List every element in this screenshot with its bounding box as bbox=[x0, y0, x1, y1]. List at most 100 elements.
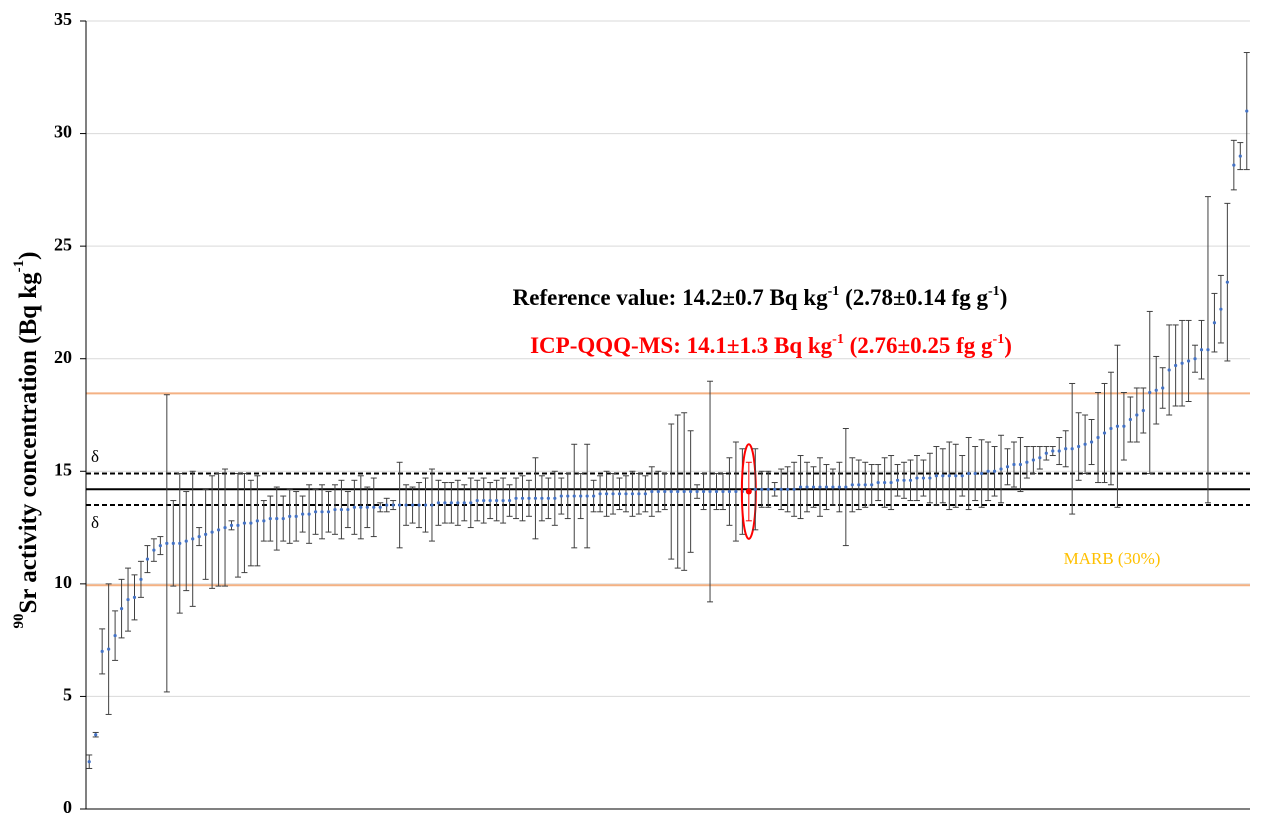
data-point bbox=[798, 485, 803, 489]
y-tick-label: 35 bbox=[54, 9, 72, 29]
data-point bbox=[753, 487, 757, 491]
data-point bbox=[980, 471, 984, 476]
data-point bbox=[236, 523, 240, 527]
ann-part: ICP-QQQ-MS: 14.1±1.3 Bq kg bbox=[530, 333, 833, 358]
data-point bbox=[210, 530, 214, 534]
data-point bbox=[669, 489, 673, 494]
ann-part: ) bbox=[1000, 285, 1008, 310]
data-point bbox=[1025, 460, 1029, 464]
data-point bbox=[611, 492, 615, 496]
data-point bbox=[320, 510, 324, 514]
marb-label: MARB (30%) bbox=[1064, 549, 1161, 568]
data-point bbox=[288, 514, 292, 518]
data-point bbox=[488, 498, 492, 503]
data-point bbox=[592, 494, 596, 498]
data-point bbox=[857, 483, 861, 487]
data-point bbox=[1031, 458, 1035, 462]
data-point bbox=[708, 489, 712, 494]
data-point bbox=[119, 607, 124, 611]
data-point bbox=[281, 516, 285, 521]
data-point bbox=[365, 505, 369, 509]
data-point bbox=[423, 503, 428, 507]
data-point bbox=[268, 516, 272, 521]
data-point bbox=[941, 474, 945, 478]
data-point bbox=[850, 483, 854, 487]
data-point bbox=[391, 503, 395, 507]
data-point bbox=[546, 496, 550, 500]
data-point bbox=[1122, 424, 1126, 428]
reference-annotation: Reference value: 14.2±0.7 Bq kg-1 (2.78±… bbox=[513, 284, 1008, 310]
data-point bbox=[870, 483, 874, 487]
highlight-ring bbox=[740, 443, 757, 540]
data-point bbox=[191, 537, 195, 541]
data-point bbox=[553, 496, 557, 500]
data-point bbox=[430, 503, 434, 507]
data-point bbox=[495, 498, 499, 503]
y-tick-label: 15 bbox=[54, 459, 72, 479]
label-part: Sr activity concentration (Bq kg bbox=[15, 272, 42, 614]
data-point bbox=[339, 507, 344, 512]
data-point bbox=[359, 505, 363, 509]
data-point bbox=[1128, 417, 1132, 422]
data-point bbox=[301, 512, 305, 516]
data-point bbox=[883, 480, 887, 485]
data-point bbox=[1012, 462, 1016, 467]
data-point bbox=[986, 469, 990, 473]
data-point bbox=[1115, 424, 1120, 428]
data-point bbox=[475, 498, 479, 503]
data-point bbox=[663, 489, 667, 494]
data-point bbox=[352, 505, 356, 509]
y-tick-label: 10 bbox=[54, 572, 72, 592]
data-point bbox=[824, 485, 829, 489]
data-point bbox=[954, 474, 958, 478]
data-point bbox=[100, 649, 104, 654]
data-point bbox=[766, 487, 770, 491]
ann-sup: -1 bbox=[832, 332, 844, 347]
data-point bbox=[1083, 442, 1087, 446]
data-point bbox=[449, 501, 453, 505]
data-point bbox=[947, 474, 951, 478]
data-point bbox=[1219, 307, 1223, 311]
data-point bbox=[831, 485, 835, 489]
data-point bbox=[94, 733, 98, 737]
data-point bbox=[87, 760, 91, 764]
data-point bbox=[734, 489, 738, 494]
y-tick-label: 20 bbox=[54, 347, 72, 367]
data-point bbox=[967, 471, 971, 476]
data-point bbox=[721, 489, 725, 494]
y-axis-label: 90Sr activity concentration (Bq kg-1) bbox=[11, 251, 41, 628]
data-point bbox=[520, 496, 525, 500]
data-point bbox=[1141, 408, 1145, 413]
data-point bbox=[1077, 444, 1081, 449]
data-point bbox=[533, 496, 538, 500]
data-point bbox=[786, 487, 790, 491]
data-point bbox=[1038, 456, 1042, 460]
data-point bbox=[760, 487, 764, 491]
data-point bbox=[223, 525, 227, 530]
data-point bbox=[436, 501, 441, 505]
data-point bbox=[372, 505, 376, 509]
data-point bbox=[1199, 348, 1204, 352]
y-tick-label: 30 bbox=[54, 122, 72, 142]
ann-part: (2.78±0.14 fg g bbox=[839, 285, 988, 310]
data-point bbox=[1148, 390, 1152, 395]
data-point bbox=[158, 543, 162, 548]
data-point bbox=[262, 519, 266, 523]
data-point bbox=[1225, 280, 1229, 284]
data-point bbox=[714, 489, 719, 494]
label-sup: 90 bbox=[11, 614, 27, 629]
data-point bbox=[507, 498, 512, 503]
data-point bbox=[598, 492, 602, 496]
data-point bbox=[1109, 426, 1113, 431]
data-point bbox=[165, 541, 169, 545]
data-point bbox=[973, 471, 977, 476]
data-point bbox=[462, 501, 466, 505]
data-point bbox=[604, 492, 609, 496]
data-point bbox=[139, 577, 143, 581]
y-tick-label: 5 bbox=[63, 685, 72, 705]
icp-annotation: ICP-QQQ-MS: 14.1±1.3 Bq kg-1 (2.76±0.25 … bbox=[530, 332, 1012, 358]
data-point bbox=[1057, 449, 1061, 453]
data-point bbox=[992, 469, 997, 473]
data-point bbox=[514, 496, 518, 500]
